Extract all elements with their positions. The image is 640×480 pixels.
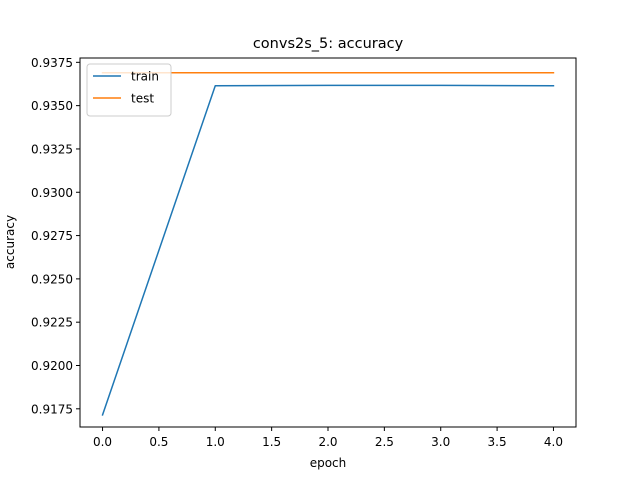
x-tick-label: 0.5 (149, 435, 168, 449)
y-tick-label: 0.9250 (31, 272, 73, 286)
y-tick-label: 0.9200 (31, 359, 73, 373)
y-tick-label: 0.9350 (31, 99, 73, 113)
y-axis-label: accuracy (3, 215, 17, 269)
chart-title: convs2s_5: accuracy (253, 36, 404, 52)
legend: train test (86, 63, 172, 117)
plot-lines (101, 71, 555, 416)
y-axis-ticks: 0.9175 0.9200 0.9225 0.9250 0.9275 0.9300 0.93… (31, 56, 80, 416)
x-tick-label: 0.0 (93, 435, 112, 449)
legend-label-train: train (131, 70, 159, 84)
y-tick-label: 0.9225 (31, 316, 73, 330)
x-axis-ticks: 0.0 0.5 1.0 1.5 2.0 2.5 3.0 3.5 4.0 (93, 427, 563, 449)
x-tick-label: 2.5 (375, 435, 394, 449)
y-tick-label: 0.9375 (31, 56, 73, 70)
series-line-train (101, 84, 555, 416)
x-tick-label: 1.0 (206, 435, 225, 449)
y-tick-label: 0.9275 (31, 229, 73, 243)
legend-label-test: test (131, 92, 154, 106)
x-tick-label: 3.0 (431, 435, 450, 449)
y-tick-label: 0.9300 (31, 186, 73, 200)
x-tick-label: 2.0 (318, 435, 337, 449)
x-tick-label: 3.5 (488, 435, 507, 449)
y-tick-label: 0.9175 (31, 402, 73, 416)
legend-box (86, 63, 172, 117)
x-axis-label: epoch (310, 456, 347, 470)
x-tick-label: 4.0 (544, 435, 563, 449)
y-tick-label: 0.9325 (31, 142, 73, 156)
x-tick-label: 1.5 (262, 435, 281, 449)
